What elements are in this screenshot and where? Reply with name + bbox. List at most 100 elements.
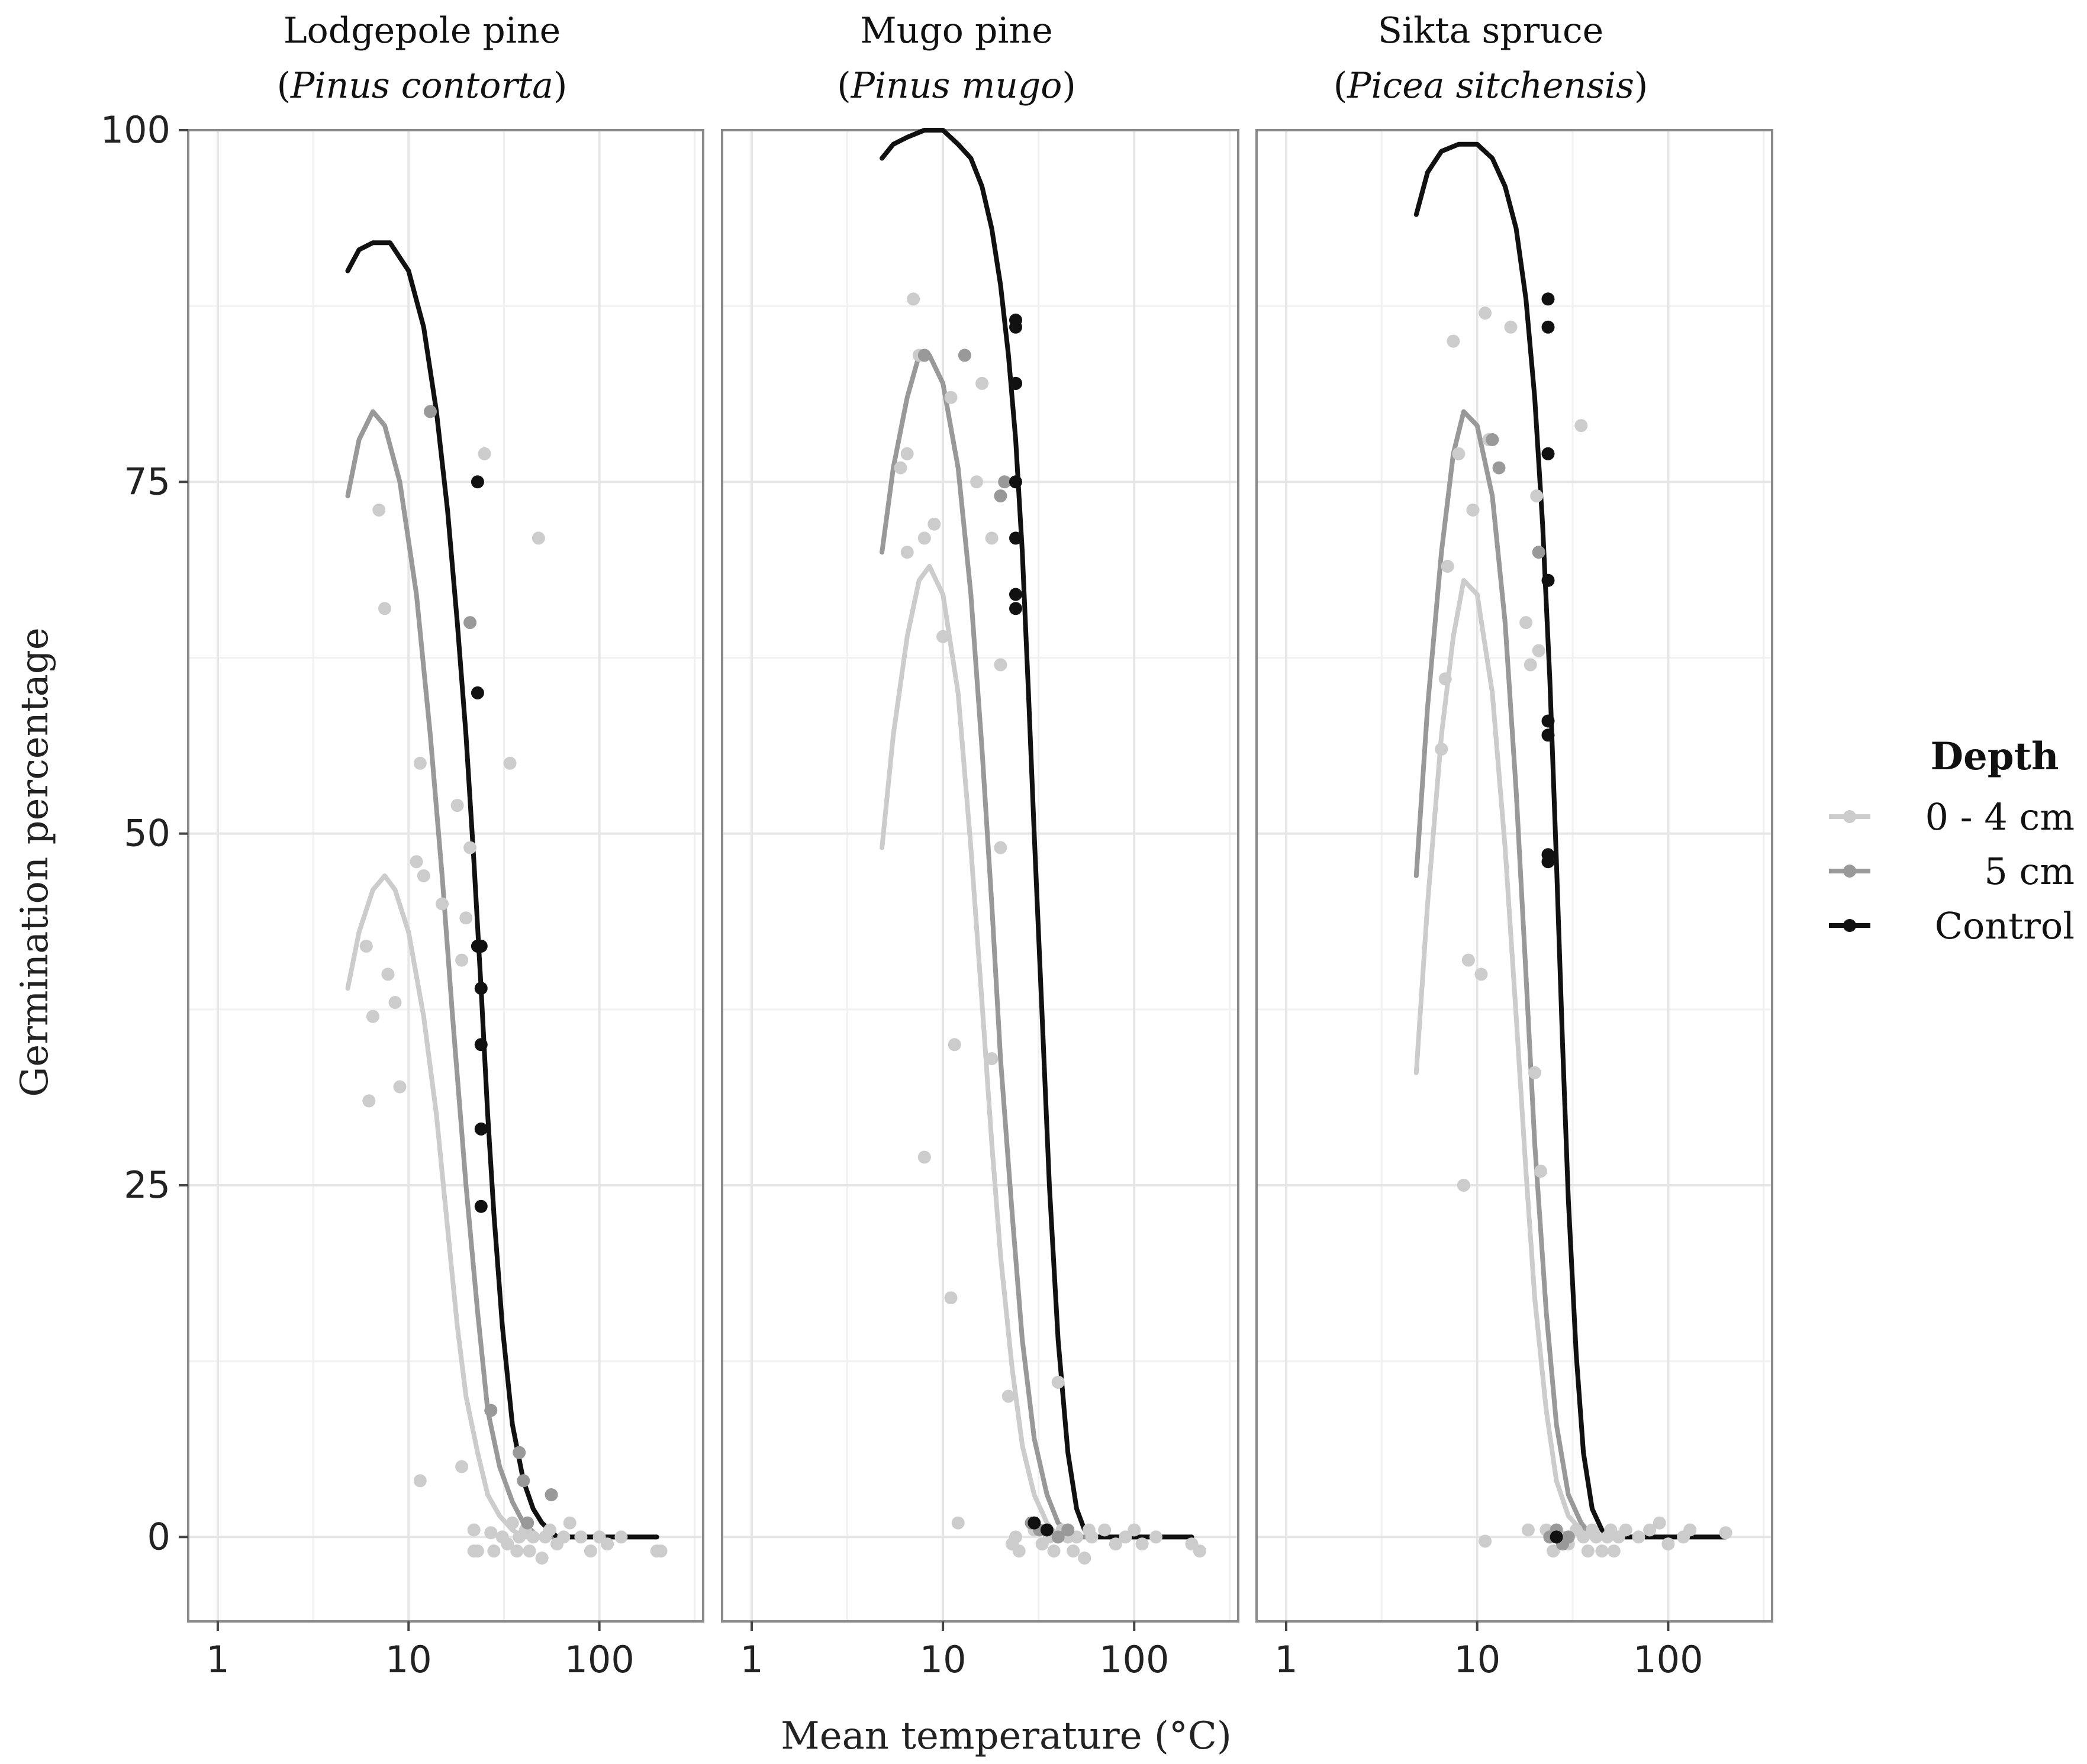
panel-border — [721, 129, 1239, 1623]
point-0-4-cm — [543, 1523, 556, 1537]
point-5-cm — [545, 1488, 558, 1501]
point-0-4-cm — [1452, 447, 1466, 460]
point-0-4-cm — [1098, 1523, 1112, 1537]
point-0-4-cm — [975, 376, 989, 390]
point-0-4-cm — [985, 1052, 999, 1066]
x-tick-label: 100 — [1099, 1638, 1169, 1681]
point-0-4-cm — [948, 1038, 961, 1052]
point-0-4-cm — [413, 756, 427, 770]
point-0-4-cm — [372, 503, 386, 517]
legend-key-point — [1843, 919, 1856, 932]
point-0-4-cm — [487, 1544, 501, 1558]
point-0-4-cm — [1474, 968, 1488, 981]
point-0-4-cm — [1521, 1523, 1535, 1537]
point-5-cm — [958, 349, 971, 362]
point-0-4-cm — [614, 1530, 628, 1544]
point-0-4-cm — [1009, 1530, 1022, 1544]
point-control — [474, 1038, 488, 1052]
point-0-4-cm — [1466, 503, 1480, 517]
point-5-cm — [1492, 461, 1506, 475]
axis-titles-layer: Mean temperature (°C) Germination percen… — [13, 627, 1232, 1758]
point-0-4-cm — [1619, 1523, 1632, 1537]
legend: Depth 0 - 4 cm 5 cm Control — [1829, 734, 2075, 947]
point-0-4-cm — [459, 911, 473, 925]
point-control — [474, 1199, 488, 1213]
point-0-4-cm — [1534, 1165, 1547, 1178]
subtitle-paren-close: ) — [553, 65, 567, 107]
point-5-cm — [463, 616, 477, 630]
point-0-4-cm — [1001, 1389, 1015, 1403]
point-control — [1009, 313, 1022, 327]
point-5-cm — [1561, 1530, 1575, 1544]
point-5-cm — [994, 489, 1007, 503]
point-control — [1009, 602, 1022, 615]
point-0-4-cm — [1504, 320, 1518, 334]
y-tick-label: 100 — [101, 108, 170, 151]
point-0-4-cm — [1461, 953, 1475, 967]
y-axis-title: Germination percentage — [13, 627, 57, 1097]
point-0-4-cm — [510, 1544, 524, 1558]
panel-subtitle: (Pinus contorta) — [277, 65, 568, 107]
point-0-4-cm — [1632, 1530, 1645, 1544]
point-0-4-cm — [994, 658, 1007, 672]
point-control — [471, 686, 484, 699]
legend-title: Depth — [1930, 734, 2059, 779]
point-5-cm — [517, 1474, 530, 1488]
point-0-4-cm — [417, 869, 430, 882]
point-0-4-cm — [388, 996, 402, 1009]
point-0-4-cm — [1653, 1516, 1666, 1530]
panel-subtitle: (Picea sitchensis) — [1334, 65, 1648, 107]
point-control — [1028, 1516, 1041, 1530]
point-0-4-cm — [450, 799, 464, 812]
subtitle-paren-open: ( — [837, 65, 851, 107]
point-0-4-cm — [1135, 1537, 1149, 1551]
legend-key-point — [1843, 810, 1856, 823]
point-0-4-cm — [463, 841, 477, 854]
curve-control — [345, 240, 659, 1540]
legend-entry-control: Control — [1829, 904, 2075, 947]
panel-title: Mugo pine — [860, 10, 1052, 51]
point-0-4-cm — [535, 1552, 549, 1565]
point-0-4-cm — [970, 475, 983, 489]
subtitle-paren-open: ( — [1334, 65, 1347, 107]
point-0-4-cm — [1479, 307, 1492, 320]
subtitle-paren-close: ) — [1062, 65, 1075, 107]
point-0-4-cm — [501, 1537, 514, 1551]
point-0-4-cm — [985, 531, 999, 545]
point-0-4-cm — [1149, 1530, 1162, 1544]
x-tick-label: 100 — [564, 1638, 634, 1681]
point-0-4-cm — [1479, 1534, 1492, 1548]
point-control — [474, 1122, 488, 1136]
point-0-4-cm — [1067, 1544, 1080, 1558]
point-0-4-cm — [907, 292, 920, 306]
point-0-4-cm — [1447, 334, 1460, 348]
point-control — [1541, 728, 1555, 742]
point-0-4-cm — [1595, 1544, 1609, 1558]
subtitle-species: Pinus mugo — [851, 65, 1062, 107]
point-0-4-cm — [894, 461, 907, 475]
point-0-4-cm — [1457, 1179, 1470, 1192]
point-0-4-cm — [1683, 1523, 1697, 1537]
point-0-4-cm — [557, 1530, 571, 1544]
point-0-4-cm — [1607, 1544, 1621, 1558]
panel-subtitle: (Pinus mugo) — [837, 65, 1076, 107]
point-control — [1541, 855, 1555, 869]
point-control — [1541, 320, 1555, 334]
point-0-4-cm — [478, 447, 491, 460]
point-0-4-cm — [917, 1150, 931, 1164]
point-0-4-cm — [1078, 1552, 1091, 1565]
point-5-cm — [513, 1446, 526, 1459]
panel-lodgepole-pine: 1 10 100 0 25 50 75 100 Lodgepole pine (Pinus con… — [101, 10, 704, 1681]
panel-title: Lodgepole pine — [284, 10, 561, 51]
point-0-4-cm — [1577, 1530, 1590, 1544]
point-0-4-cm — [1719, 1526, 1732, 1540]
x-tick-label: 1 — [206, 1638, 229, 1681]
point-control — [1009, 531, 1022, 545]
point-0-4-cm — [654, 1544, 668, 1558]
point-5-cm — [424, 405, 437, 418]
point-0-4-cm — [366, 1010, 379, 1023]
legend-label: 5 cm — [1984, 850, 2075, 893]
point-0-4-cm — [455, 953, 469, 967]
point-0-4-cm — [378, 602, 391, 615]
